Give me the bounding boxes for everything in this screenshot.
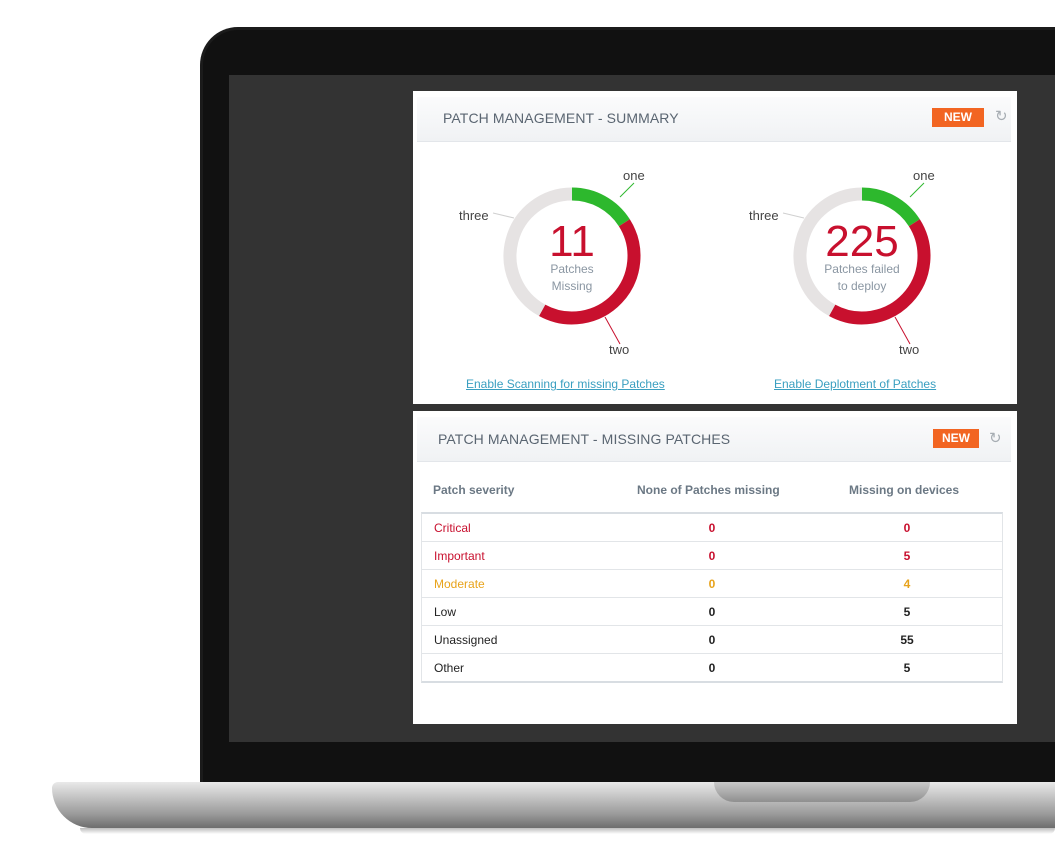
donut-patches-failed	[791, 185, 933, 327]
donut-chart	[503, 187, 641, 325]
table-row: Moderate 0 4	[422, 570, 1002, 598]
new-badge: NEW	[933, 429, 979, 448]
donut-segment-three	[793, 187, 863, 317]
none-missing-cell: 0	[708, 549, 716, 563]
donut-number: 225	[825, 217, 899, 266]
missing-devices-cell: 5	[903, 605, 911, 619]
laptop-notch	[714, 782, 930, 802]
severity-cell: Unassigned	[434, 633, 498, 647]
missing-devices-cell: 55	[900, 633, 914, 647]
table-row: Important 0 5	[422, 542, 1002, 570]
table-row: Critical 0 0	[422, 514, 1002, 542]
laptop-base-shadow	[80, 828, 1055, 834]
segment-label-three: three	[749, 208, 779, 223]
donut-chart	[793, 187, 931, 325]
segment-label-one: one	[623, 168, 645, 183]
enable-deployment-link[interactable]: Enable Deplotment of Patches	[774, 377, 937, 391]
panel-title: PATCH MANAGEMENT - MISSING PATCHES	[438, 431, 731, 447]
new-badge: NEW	[932, 108, 984, 127]
none-missing-cell: 0	[708, 521, 716, 535]
missing-devices-cell: 5	[903, 549, 911, 563]
column-header-severity: Patch severity	[433, 483, 515, 497]
none-missing-cell: 0	[708, 577, 716, 591]
donut-patches-missing	[501, 185, 643, 327]
table-row: Low 0 5	[422, 598, 1002, 626]
missing-devices-cell: 0	[903, 521, 911, 535]
none-missing-cell: 0	[708, 633, 716, 647]
patch-table: Critical 0 0 Important 0 5 Moderate 0 4 Low 0 5 Unas…	[421, 512, 1003, 683]
segment-label-two: two	[609, 342, 630, 357]
column-header-missing-devices: Missing on devices	[849, 483, 960, 497]
donut-number: 11	[549, 217, 595, 266]
donut-segment-one	[861, 187, 920, 227]
donut-segment-two	[539, 219, 641, 325]
donut-leader-lines	[492, 182, 925, 345]
none-missing-cell: 0	[708, 661, 716, 675]
segment-label-two: two	[899, 342, 920, 357]
donut-segment-two	[829, 219, 931, 325]
table-row: Other 0 5	[422, 654, 1002, 681]
donut-caption-line1: Patches	[550, 262, 594, 276]
donut-segment-one	[571, 187, 630, 227]
panel-title: PATCH MANAGEMENT - SUMMARY	[443, 110, 679, 126]
missing-patches-panel: PATCH MANAGEMENT - MISSING PATCHES NEW ↻…	[413, 411, 1017, 724]
severity-cell: Important	[434, 549, 485, 563]
segment-label-one: one	[913, 168, 935, 183]
donut-segment-three	[503, 187, 573, 317]
segment-label-three: three	[459, 208, 489, 223]
panel-header: PATCH MANAGEMENT - SUMMARY NEW ↻	[417, 97, 1011, 142]
enable-scanning-link[interactable]: Enable Scanning for missing Patches	[466, 377, 665, 391]
severity-cell: Critical	[434, 521, 471, 535]
missing-devices-cell: 5	[903, 661, 911, 675]
missing-devices-cell: 4	[903, 577, 911, 591]
severity-cell: Other	[434, 661, 465, 675]
donut-caption-line2: to deploy	[837, 279, 887, 293]
panel-header: PATCH MANAGEMENT - MISSING PATCHES NEW ↻	[417, 417, 1011, 462]
none-missing-cell: 0	[708, 605, 716, 619]
donut-caption-line2: Missing	[551, 279, 593, 293]
severity-cell: Moderate	[434, 577, 485, 591]
table-row: Unassigned 0 55	[422, 626, 1002, 654]
refresh-icon[interactable]: ↻	[995, 108, 1008, 125]
refresh-icon[interactable]: ↻	[989, 430, 1002, 447]
patch-summary-panel: PATCH MANAGEMENT - SUMMARY NEW ↻ 11 Patc…	[413, 91, 1017, 404]
severity-cell: Low	[434, 605, 457, 619]
column-header-none-missing: None of Patches missing	[637, 483, 780, 497]
donut-caption-line1: Patches failed	[824, 262, 900, 276]
